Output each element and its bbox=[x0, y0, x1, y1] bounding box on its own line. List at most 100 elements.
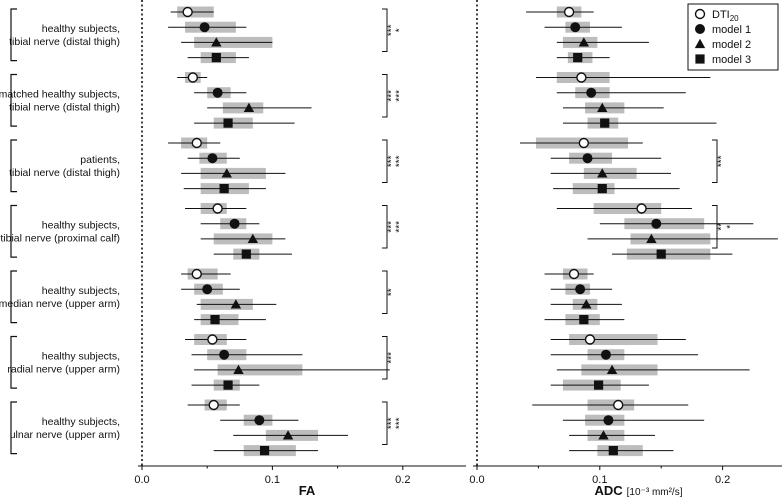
fa-marker-circle-open bbox=[212, 203, 223, 214]
fa-row bbox=[191, 349, 303, 361]
adc-axis-title: ADC [10⁻³ mm²/s] bbox=[594, 483, 682, 498]
group-bracket bbox=[10, 204, 17, 258]
adc-significance-stars-2: * bbox=[726, 225, 737, 229]
fa-row bbox=[177, 72, 208, 83]
fa-row bbox=[168, 137, 221, 149]
adc-marker-circle-open bbox=[568, 268, 580, 280]
adc-row bbox=[550, 167, 672, 179]
adc-marker-circle-open bbox=[576, 72, 587, 83]
adc-row bbox=[550, 152, 662, 164]
adc-row bbox=[544, 268, 594, 280]
adc-marker-circle bbox=[603, 415, 614, 426]
fa-row bbox=[185, 334, 247, 345]
fa-marker-circle bbox=[212, 87, 223, 98]
fa-marker-circle bbox=[207, 153, 218, 164]
group-bracket bbox=[10, 401, 17, 455]
legend-entry: model 1 bbox=[712, 24, 751, 36]
fa-marker-circle-open bbox=[182, 6, 193, 18]
fa-axis-title: FA bbox=[299, 483, 316, 498]
adc-marker-square bbox=[600, 118, 610, 128]
fa-significance-stars-1: *** bbox=[387, 90, 398, 102]
adc-marker-circle bbox=[586, 87, 597, 98]
adc-axis-title-text: ADC bbox=[594, 483, 623, 498]
adc-row bbox=[550, 334, 686, 345]
fa-marker-circle-open bbox=[208, 399, 219, 411]
fa-tick-label: 0.1 bbox=[265, 474, 280, 486]
fa-row bbox=[220, 414, 299, 426]
adc-row bbox=[556, 364, 750, 376]
fa-significance-bracket bbox=[382, 270, 388, 315]
fa-significance-stars-1: ** bbox=[387, 288, 398, 296]
fa-significance-stars-2: * bbox=[395, 28, 406, 32]
fa-significance-stars-1: *** bbox=[387, 417, 398, 429]
adc-marker-square bbox=[573, 53, 583, 63]
legend-entry: model 3 bbox=[712, 54, 751, 66]
adc-row bbox=[550, 349, 699, 361]
adc-row bbox=[544, 314, 625, 326]
fa-significance-stars-2: *** bbox=[395, 90, 406, 102]
adc-tick-label: 0.2 bbox=[715, 474, 730, 486]
legend-marker-triangle bbox=[694, 38, 706, 49]
fa-significance-bracket bbox=[382, 8, 388, 53]
group-label-line: ulnar nerve (upper arm) bbox=[10, 429, 120, 441]
adc-marker-triangle bbox=[646, 233, 657, 244]
adc-marker-circle bbox=[575, 284, 586, 295]
adc-marker-triangle bbox=[578, 37, 590, 47]
fa-row bbox=[196, 298, 277, 310]
adc-marker-square bbox=[656, 249, 666, 259]
fa-marker-triangle bbox=[233, 364, 244, 375]
fa-marker-circle-open bbox=[207, 334, 218, 345]
adc-row bbox=[550, 379, 649, 391]
fa-row bbox=[191, 379, 260, 391]
group-label-line: healthy subjects, bbox=[42, 285, 120, 297]
fa-marker-triangle bbox=[282, 430, 294, 440]
adc-row bbox=[519, 137, 643, 149]
fa-marker-square bbox=[223, 380, 233, 390]
adc-row bbox=[556, 203, 692, 214]
fa-row bbox=[168, 21, 247, 33]
group-bracket bbox=[10, 139, 17, 193]
adc-row bbox=[535, 72, 711, 83]
group-label-line: tibial nerve (proximal calf) bbox=[0, 232, 120, 244]
adc-row bbox=[553, 183, 680, 195]
adc-row bbox=[599, 218, 754, 230]
adc-marker-circle-open bbox=[584, 334, 596, 345]
fa-marker-square bbox=[210, 315, 220, 325]
fa-significance-stars-2: *** bbox=[395, 155, 406, 167]
fa-row bbox=[194, 364, 390, 376]
adc-row bbox=[550, 298, 622, 310]
fa-significance-bracket bbox=[382, 401, 388, 446]
adc-row bbox=[562, 102, 664, 114]
adc-tick-label: 0.0 bbox=[469, 474, 484, 486]
adc-marker-square bbox=[608, 446, 618, 456]
fa-significance-stars-2: *** bbox=[395, 221, 406, 233]
group-label-line: healthy subjects, bbox=[42, 416, 120, 428]
adc-marker-triangle bbox=[606, 364, 618, 375]
fa-marker-circle-open bbox=[191, 268, 202, 280]
fa-significance-bracket bbox=[382, 336, 388, 380]
adc-row bbox=[544, 21, 622, 33]
fa-tick-label: 0.0 bbox=[134, 474, 149, 486]
adc-marker-circle-open bbox=[636, 203, 647, 214]
legend-marker-square bbox=[695, 54, 705, 64]
fa-marker-circle bbox=[199, 22, 210, 33]
fa-marker-circle bbox=[254, 415, 265, 426]
adc-row bbox=[532, 399, 689, 411]
fa-row bbox=[194, 87, 247, 99]
group-label-line: median nerve (upper arm) bbox=[0, 298, 120, 310]
group-labels: healthy subjects,tibial nerve (distal th… bbox=[0, 8, 120, 455]
adc-marker-square bbox=[593, 380, 604, 390]
adc-row bbox=[569, 445, 674, 457]
adc-axis-unit: [10⁻³ mm²/s] bbox=[627, 487, 683, 498]
adc-significance-bracket bbox=[712, 205, 718, 249]
fa-significance-stars-1: *** bbox=[387, 155, 398, 167]
fa-tick-label: 0.2 bbox=[395, 474, 410, 486]
group-label-line: healthy subjects, bbox=[42, 23, 120, 35]
adc-marker-circle bbox=[651, 218, 662, 229]
adc-row bbox=[562, 414, 705, 426]
group-bracket bbox=[10, 73, 17, 127]
fa-marker-circle bbox=[202, 284, 213, 295]
adc-row bbox=[526, 6, 594, 18]
